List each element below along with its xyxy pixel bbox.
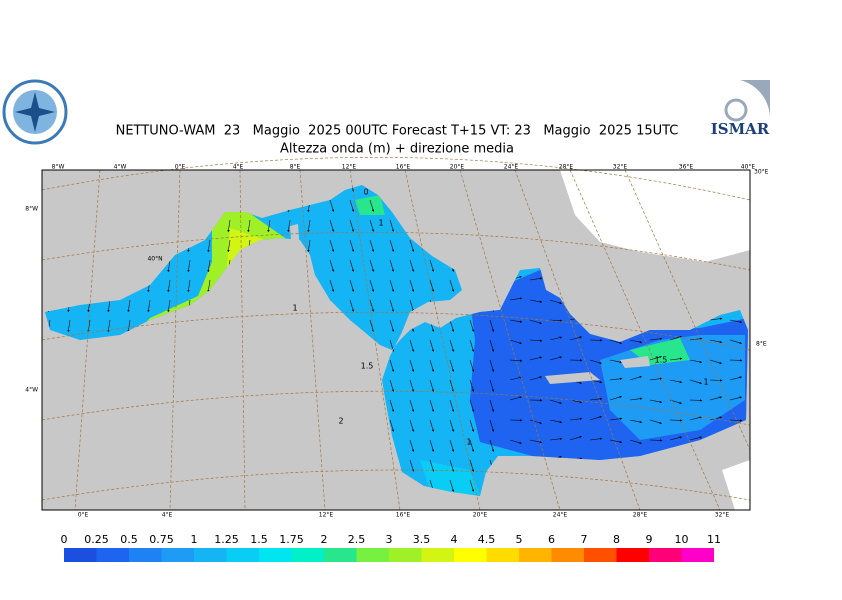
lon-label: 24°E [504, 164, 519, 171]
colorbar-label: 4 [451, 533, 458, 546]
colorbar-box [552, 548, 585, 562]
contour-label: 1 [703, 378, 708, 387]
contour-label: 0 [363, 188, 368, 197]
lon-label: 4°W [114, 164, 127, 171]
map: 8°W 4°W 0°E 4°E 8°E 12°E 16°E 20°E 24°E … [25, 157, 768, 518]
contour-label: 1.5 [361, 362, 374, 371]
colorbar-box [649, 548, 682, 562]
colorbar-box [357, 548, 390, 562]
contour-label: 1 [466, 438, 471, 447]
colorbar-label: 8 [613, 533, 620, 546]
lon-label: 12°E [342, 164, 357, 171]
lon-label: 0°E [175, 164, 186, 171]
colorbar: 0 0.25 0.5 0.75 1 1.25 1.5 1.75 2 2.5 3 3.5 4 4.5 5 6 7 8… [61, 533, 722, 562]
colorbar-label: 9 [646, 533, 653, 546]
contour-label: 1.5 [655, 356, 668, 365]
lon-label: 16°E [396, 164, 411, 171]
lon-label: 20°E [473, 512, 488, 519]
colorbar-label: 5 [516, 533, 523, 546]
lat-label: 8°E [756, 341, 767, 348]
lon-label: 32°E [715, 512, 730, 519]
colorbar-label: 11 [707, 533, 721, 546]
colorbar-box [682, 548, 715, 562]
lon-label: 28°E [559, 164, 574, 171]
colorbar-label: 3.5 [413, 533, 431, 546]
contour-label: 2 [338, 417, 343, 426]
colorbar-box [519, 548, 552, 562]
colorbar-label: 3 [386, 533, 393, 546]
colorbar-label: 1.5 [250, 533, 268, 546]
colorbar-label: 0.5 [120, 533, 138, 546]
lon-label: 4°E [233, 164, 244, 171]
colorbar-box [454, 548, 487, 562]
lon-label: 4°E [162, 512, 173, 519]
colorbar-label: 1.75 [279, 533, 304, 546]
colorbar-box [617, 548, 650, 562]
colorbar-box [487, 548, 520, 562]
colorbar-label: 6 [548, 533, 555, 546]
colorbar-box [97, 548, 130, 562]
logo-right: ISMAR [709, 79, 771, 141]
colorbar-label: 1.25 [214, 533, 239, 546]
lon-label: 36°E [679, 164, 694, 171]
colorbar-box [584, 548, 617, 562]
logo-left [4, 81, 66, 143]
colorbar-label: 7 [581, 533, 588, 546]
colorbar-label: 2.5 [348, 533, 366, 546]
colorbar-label: 0.75 [149, 533, 174, 546]
logo-text: ISMAR [711, 120, 770, 138]
colorbar-label: 2 [321, 533, 328, 546]
colorbar-box [259, 548, 292, 562]
colorbar-box [422, 548, 455, 562]
lat-label: 8°W [25, 206, 38, 213]
lon-label: 20°E [450, 164, 465, 171]
colorbar-label: 0 [61, 533, 68, 546]
colorbar-label: 0.25 [84, 533, 109, 546]
contour-label: 1 [378, 219, 383, 228]
subtitle: Altezza onda (m) + direzione media [280, 142, 514, 157]
colorbar-box [324, 548, 357, 562]
colorbar-box [389, 548, 422, 562]
colorbar-box [292, 548, 325, 562]
lon-label: 28°E [633, 512, 648, 519]
lon-label: 16°E [396, 512, 411, 519]
colorbar-box [162, 548, 195, 562]
colorbar-label: 4.5 [478, 533, 496, 546]
colorbar-box [194, 548, 227, 562]
colorbar-box [64, 548, 97, 562]
lon-label: 32°E [613, 164, 628, 171]
lon-label: 24°E [553, 512, 568, 519]
lon-label: 8°E [290, 164, 301, 171]
colorbar-box [129, 548, 162, 562]
lon-label: 0°E [78, 512, 89, 519]
colorbar-label: 10 [675, 533, 689, 546]
title: NETTUNO-WAM 23 Maggio 2025 00UTC Forecas… [116, 124, 679, 139]
contour-label: 1 [292, 304, 297, 313]
colorbar-box [227, 548, 260, 562]
colorbar-label: 1 [191, 533, 198, 546]
lat-label: 40°N [147, 256, 162, 263]
lon-label: 8°W [52, 164, 65, 171]
lat-label: 4°W [25, 387, 38, 394]
lon-label: 12°E [319, 512, 334, 519]
lat-label: 30°E [754, 169, 769, 176]
